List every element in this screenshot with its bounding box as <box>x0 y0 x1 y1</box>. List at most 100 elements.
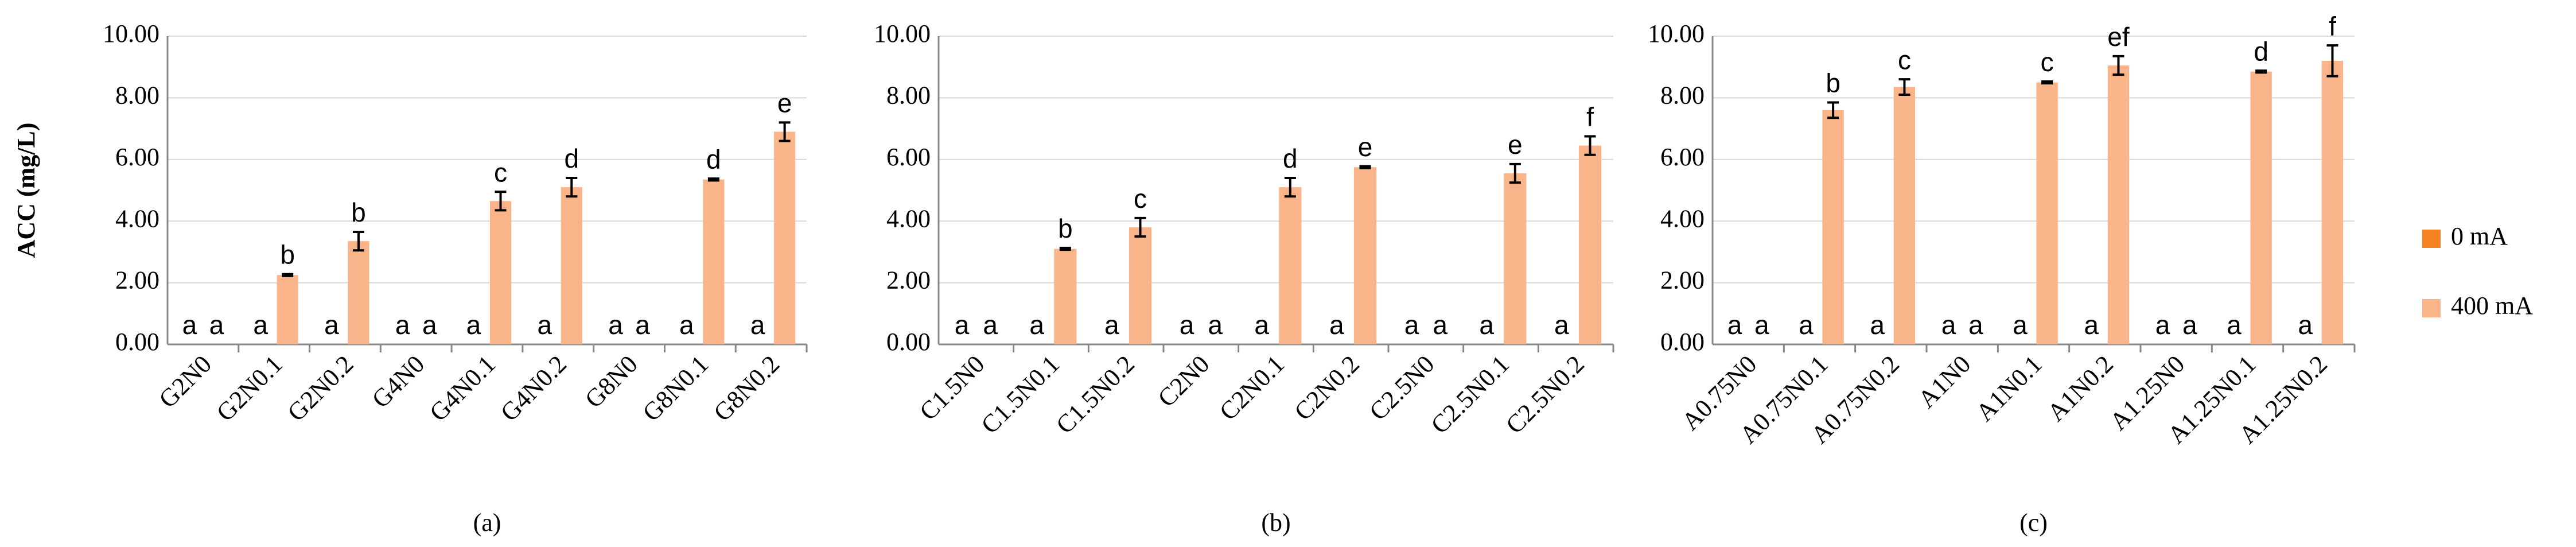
significance-letter: a <box>2084 310 2099 340</box>
bar <box>1353 167 1377 344</box>
significance-letter: c <box>2041 47 2054 77</box>
error-bar <box>2255 69 2267 74</box>
significance-letter: a <box>1208 310 1223 340</box>
significance-letter: b <box>351 197 366 227</box>
x-tick-label: G4N0 <box>367 350 430 414</box>
error-bar <box>1509 162 1521 184</box>
error-bar <box>1898 78 1910 96</box>
bar <box>2250 71 2272 344</box>
x-tick-label: C2.5N0.2 <box>1500 350 1590 440</box>
error-bar <box>1284 177 1296 198</box>
significance-letter: ef <box>2107 22 2130 52</box>
significance-letter: a <box>1433 310 1447 340</box>
legend-swatch <box>2422 230 2441 248</box>
x-tick-label: G8N0.2 <box>708 350 785 427</box>
y-tick-label: 6.00 <box>115 143 159 171</box>
significance-letter: a <box>2155 310 2170 340</box>
bar <box>1578 145 1602 344</box>
x-tick-label: G8N0 <box>579 350 643 414</box>
bar <box>277 275 298 344</box>
error-bar <box>1359 165 1371 169</box>
significance-letter: a <box>1329 310 1344 340</box>
y-tick-label: 8.00 <box>1660 81 1705 109</box>
error-bar <box>707 177 719 182</box>
significance-letter: a <box>537 310 552 340</box>
bar <box>489 201 512 344</box>
significance-letter: a <box>1254 310 1269 340</box>
legend-label: 400 mA <box>2451 292 2533 320</box>
x-tick-label: G2N0.1 <box>211 350 288 427</box>
x-tick-label: G2N0 <box>153 350 217 414</box>
error-bar <box>352 230 364 252</box>
significance-letter: a <box>1479 310 1494 340</box>
significance-letter: a <box>608 310 623 340</box>
bar <box>1504 173 1527 344</box>
y-tick-label: 4.00 <box>115 204 159 232</box>
x-tick-label: C2N0.2 <box>1289 350 1365 426</box>
significance-letter: a <box>1754 310 1769 340</box>
y-tick-label: 2.00 <box>886 266 931 294</box>
error-bar <box>1059 246 1071 251</box>
error-bar <box>2112 55 2124 76</box>
significance-letter: d <box>1283 143 1298 173</box>
x-tick-label: G2N0.2 <box>282 350 359 427</box>
y-tick-label: 8.00 <box>115 81 159 109</box>
bar <box>774 131 796 344</box>
significance-letter: b <box>280 240 295 270</box>
significance-letter: a <box>1727 310 1742 340</box>
error-bar <box>566 177 578 198</box>
y-axis-label: ACC (mg/L) <box>12 123 40 258</box>
significance-letter: c <box>1134 184 1147 214</box>
y-tick-label: 0.00 <box>1660 328 1705 356</box>
significance-letter: d <box>706 144 721 174</box>
bar <box>1054 249 1077 344</box>
significance-letter: c <box>1898 45 1911 75</box>
significance-letter: c <box>494 157 507 187</box>
significance-letter: a <box>1029 310 1044 340</box>
significance-letter: a <box>635 310 650 340</box>
y-tick-label: 8.00 <box>886 81 931 109</box>
bar <box>2321 60 2344 345</box>
bar <box>703 179 725 344</box>
significance-letter: a <box>1104 310 1119 340</box>
y-tick-label: 6.00 <box>1660 143 1705 171</box>
significance-letter: a <box>1554 310 1569 340</box>
significance-letter: a <box>253 310 268 340</box>
x-tick-label: C1.5N0.1 <box>976 350 1065 440</box>
significance-letter: e <box>777 88 792 118</box>
significance-letter: a <box>2298 310 2313 340</box>
y-tick-label: 2.00 <box>115 266 159 294</box>
panel-caption: (b) <box>1261 509 1290 537</box>
significance-letter: a <box>1968 310 1983 340</box>
panel-caption: (a) <box>473 509 501 537</box>
significance-letter: a <box>1941 310 1956 340</box>
y-tick-label: 4.00 <box>886 204 931 232</box>
y-tick-label: 10.00 <box>874 20 931 48</box>
x-tick-label: G4N0.1 <box>424 350 501 427</box>
significance-letter: a <box>2013 310 2028 340</box>
significance-letter: a <box>2227 310 2242 340</box>
y-tick-label: 0.00 <box>115 328 159 356</box>
bar <box>1893 87 1916 345</box>
error-bar <box>2041 80 2053 85</box>
significance-letter: a <box>1180 310 1194 340</box>
bar <box>2107 65 2130 344</box>
legend-label: 0 mA <box>2451 222 2508 250</box>
legend-swatch <box>2422 299 2441 317</box>
bar <box>561 187 582 344</box>
y-tick-label: 0.00 <box>886 328 931 356</box>
x-tick-label: A1N0 <box>1913 350 1976 414</box>
significance-letter: a <box>422 310 437 340</box>
x-tick-label: C2.5N0 <box>1364 350 1439 426</box>
significance-letter: a <box>395 310 410 340</box>
significance-letter: b <box>1826 68 1840 98</box>
x-tick-label: C1.5N0.2 <box>1050 350 1140 440</box>
error-bar <box>2326 44 2338 77</box>
significance-letter: a <box>209 310 224 340</box>
x-tick-label: C2.5N0.1 <box>1426 350 1515 440</box>
significance-letter: e <box>1358 132 1373 162</box>
error-bar <box>1827 101 1839 119</box>
bar <box>2036 82 2058 345</box>
x-tick-label: C2N0.1 <box>1214 350 1290 426</box>
